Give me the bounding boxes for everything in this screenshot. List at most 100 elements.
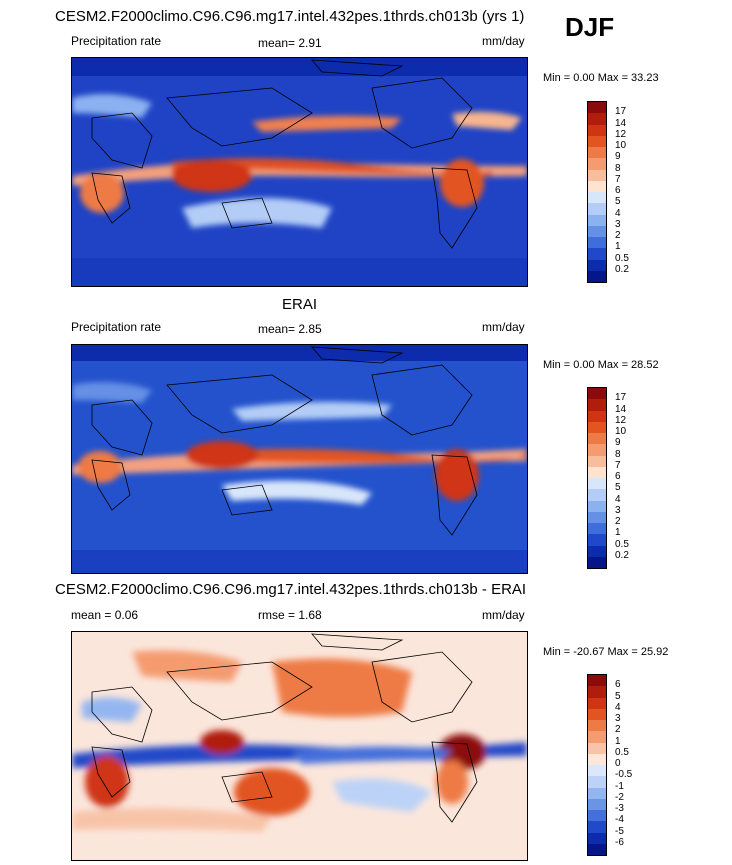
panel1-variable-label: Precipitation rate [71,34,162,48]
panel2-colorbar-segment [588,466,606,478]
panel3-tick-label: 1 [615,735,621,747]
panel3-tick-label: -1 [615,780,624,792]
panel2-tick-label: 0.5 [615,538,629,550]
panel3-units-label: mm/day [482,608,525,622]
panel1-colorbar-segment [588,102,606,114]
panel1-tick-label: 5 [615,196,621,208]
panel2-tick-label: 10 [615,426,627,437]
panel2-tick-label: 14 [615,403,627,415]
panel3-colorbar-segment [588,708,606,720]
panel1-tick-label: 8 [615,162,621,174]
panel2-colorbar-segment [588,388,606,400]
panel3-tick-label: 0.5 [615,746,629,758]
panel3-colorbar-segment [588,787,606,799]
panel3-colorbar-segment [588,765,606,777]
panel2-tick-label: 17 [615,392,627,404]
panel1-tick-label: 7 [615,173,621,185]
panel3-tick-label: -5 [615,825,624,837]
panel1-tick-label: 0.5 [615,252,629,264]
panel2-colorbar-segment [588,556,606,568]
panel2-tick-label: 6 [615,471,621,482]
panel3-tick-label: -2 [615,791,624,803]
panel2-title: ERAI [282,296,318,313]
panel3-colorbar-segment [588,821,606,833]
season-label: DJF [565,12,615,42]
panel3-colorbar [587,674,607,856]
panel3-tick-label: 6 [615,679,621,691]
panel3-mean-label: mean = 0.06 [71,608,139,622]
panel2-tick-label: 1 [615,527,621,539]
panel1-map [71,57,528,287]
panel3-tick-label: 0 [615,758,621,769]
panel1-colorbar-segment [588,113,606,125]
panel1-tick-label: 1 [615,241,621,253]
panel2-colorbar [587,387,607,569]
panel2-tick-label: 5 [615,482,621,494]
panel2-colorbar-segment [588,433,606,445]
panel2-tick-label: 4 [615,493,621,505]
panel2-tick-label: 3 [615,504,621,516]
panel2-colorbar-segment [588,534,606,546]
panel1-colorbar-segment [588,270,606,282]
panel1-colorbar-segment [588,225,606,237]
panel3-tick-label: -6 [615,836,624,848]
panel2-colorbar-segment [588,478,606,490]
panel3-tick-label: 3 [615,713,621,724]
panel1-mean-label: mean= 2.91 [258,36,322,50]
panel3-colorbar-segment [588,798,606,810]
panel3-colorbar-segment [588,720,606,732]
panel2-colorbar-segment [588,444,606,456]
panel2-tick-label: 7 [615,459,621,471]
panel1-colorbar-segment [588,180,606,192]
panel3-map [71,631,528,861]
panel1-tick-label: 2 [615,230,621,241]
panel2-colorbar-segment [588,523,606,535]
panel2-units-label: mm/day [482,320,525,334]
panel2-tick-label: 12 [615,414,627,426]
panel3-colorbar-segment [588,832,606,844]
panel3-rmse-label: rmse = 1.68 [258,608,322,622]
panel3-colorbar-segment [588,675,606,687]
panel3-tick-label: -3 [615,803,624,814]
panel3-colorbar-segment [588,731,606,743]
panel2-colorbar-segment [588,545,606,557]
panel2-variable-label: Precipitation rate [71,320,162,334]
panel3-map-graphic [72,632,527,860]
panel2-map [71,344,528,574]
panel1-tick-label: 4 [615,207,621,219]
panel1-colorbar-segment [588,192,606,204]
panel1-colorbar-segment [588,169,606,181]
panel1-colorbar-segment [588,147,606,159]
panel3-tick-label: 2 [615,724,621,736]
panel1-tick-label: 3 [615,218,621,230]
panel2-tick-label: 8 [615,448,621,460]
panel1-tick-label: 14 [615,117,627,129]
panel3-colorbar-segment [588,810,606,822]
panel2-colorbar-segment [588,399,606,411]
panel1-colorbar-segment [588,203,606,215]
panel2-tick-label: 0.2 [615,549,629,561]
panel3-tick-label: -0.5 [615,769,633,781]
panel2-colorbar-segment [588,421,606,433]
panel2-colorbar-segment [588,455,606,467]
panel2-colorbar-segment [588,511,606,523]
panel1-map-graphic [72,58,527,286]
panel3-minmax-label: Min = -20.67 Max = 25.92 [543,646,669,658]
panel1-tick-label: 10 [615,140,627,151]
panel1-tick-label: 9 [615,151,621,163]
panel1-colorbar-segment [588,214,606,226]
panel3-tick-label: 5 [615,690,621,702]
panel1-tick-label: 0.2 [615,263,629,275]
panel1-colorbar-segment [588,248,606,260]
panel1-tick-label: 12 [615,128,627,140]
panel3-colorbar-segment [588,686,606,698]
panel1-tick-label: 6 [615,185,621,196]
panel3-colorbar-segment [588,843,606,855]
panel2-colorbar-segment [588,489,606,501]
panel2-colorbar-segment [588,500,606,512]
panel1-colorbar-segment [588,259,606,271]
panel3-tick-label: 4 [615,701,621,713]
panel1-title: CESM2.F2000climo.C96.C96.mg17.intel.432p… [55,8,525,25]
panel3-colorbar-segment [588,742,606,754]
panel1-colorbar-segment [588,135,606,147]
